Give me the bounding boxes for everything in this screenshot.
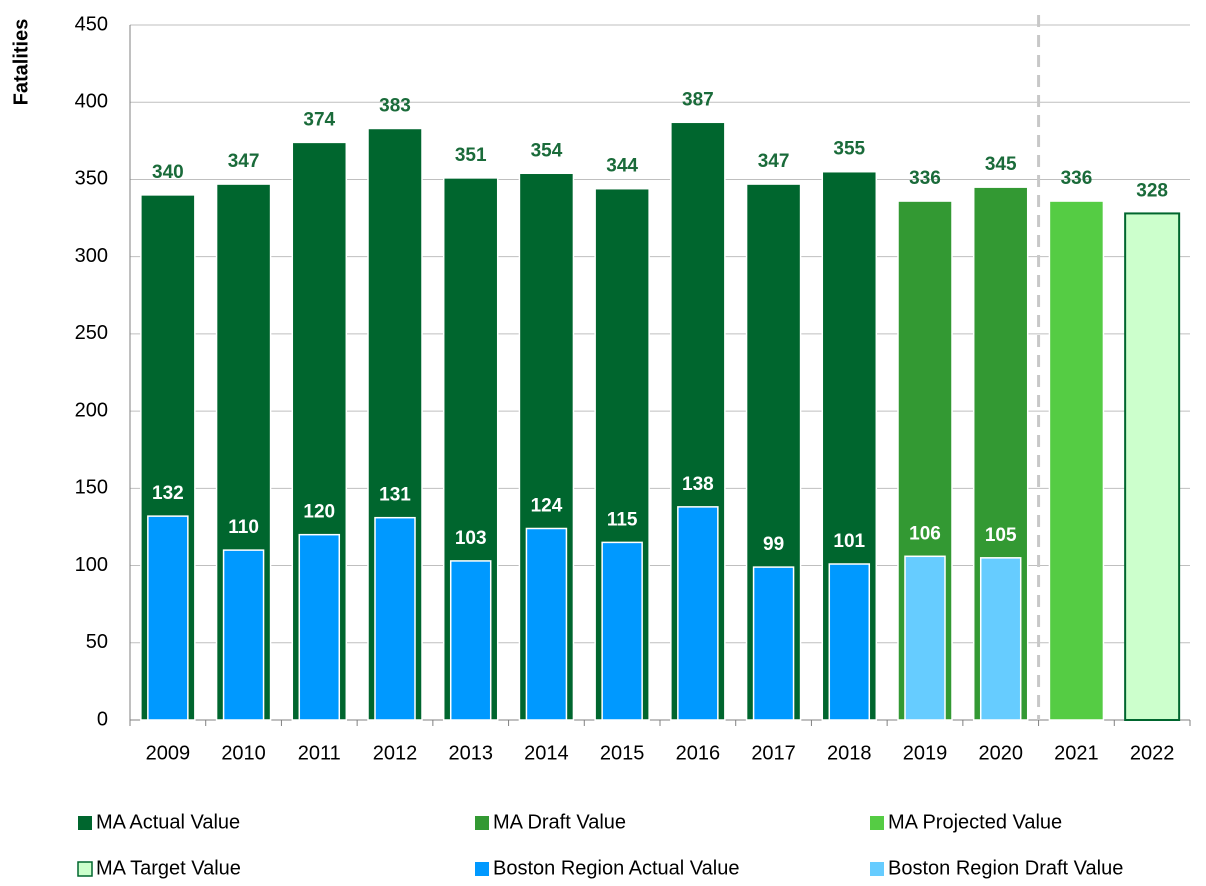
legend-marker xyxy=(78,816,92,830)
data-label: 344 xyxy=(606,156,638,177)
data-label: 354 xyxy=(531,140,563,161)
x-tick-label: 2020 xyxy=(978,742,1023,764)
x-tick-label: 2014 xyxy=(524,742,569,764)
bar xyxy=(828,563,871,721)
x-tick-label: 2018 xyxy=(827,742,872,764)
x-tick-label: 2021 xyxy=(1054,742,1099,764)
data-label: 110 xyxy=(228,517,259,538)
data-label: 351 xyxy=(455,145,487,166)
data-label: 105 xyxy=(985,525,1017,546)
x-tick-label: 2012 xyxy=(373,742,418,764)
data-label: 124 xyxy=(531,496,563,517)
legend-marker xyxy=(870,816,884,830)
bar xyxy=(601,541,643,721)
y-tick-label: 400 xyxy=(75,91,108,113)
legend-marker xyxy=(870,862,884,876)
data-label: 387 xyxy=(682,89,714,110)
y-tick-label: 250 xyxy=(75,322,108,344)
y-tick-label: 100 xyxy=(75,554,108,576)
data-label: 106 xyxy=(909,523,941,544)
bar xyxy=(904,555,946,721)
data-label: 336 xyxy=(909,168,941,189)
data-label: 347 xyxy=(228,151,260,172)
data-label: 345 xyxy=(985,154,1017,175)
data-label: 99 xyxy=(763,534,784,555)
data-label: 138 xyxy=(682,474,714,495)
y-tick-label: 0 xyxy=(97,708,108,730)
y-tick-label: 50 xyxy=(86,631,108,653)
x-tick-label: 2022 xyxy=(1130,742,1175,764)
data-label: 101 xyxy=(833,531,865,552)
bar xyxy=(525,527,568,721)
x-tick-label: 2009 xyxy=(146,742,191,764)
bar xyxy=(374,516,416,721)
bar xyxy=(449,560,492,721)
data-label: 132 xyxy=(152,483,184,504)
legend-label: Boston Region Actual Value xyxy=(493,857,739,879)
x-tick-label: 2016 xyxy=(676,742,721,764)
y-tick-label: 300 xyxy=(75,245,108,267)
data-label: 103 xyxy=(455,528,487,549)
data-label: 355 xyxy=(833,139,865,160)
data-label: 115 xyxy=(607,509,638,530)
x-tick-label: 2013 xyxy=(448,742,493,764)
bar xyxy=(1124,212,1181,722)
legend-label: MA Target Value xyxy=(96,857,241,879)
x-tick-label: 2017 xyxy=(751,742,796,764)
y-axis-label: Fatalities xyxy=(10,19,32,106)
y-tick-label: 200 xyxy=(75,399,108,421)
data-label: 374 xyxy=(303,109,335,130)
y-tick-label: 150 xyxy=(75,477,108,499)
x-tick-label: 2011 xyxy=(298,742,341,764)
legend-marker xyxy=(475,862,489,876)
bar xyxy=(752,566,795,721)
legend-label: MA Actual Value xyxy=(96,811,240,833)
legend-label: Boston Region Draft Value xyxy=(888,857,1123,879)
x-tick-label: 2019 xyxy=(903,742,948,764)
data-label: 328 xyxy=(1136,180,1168,201)
bar xyxy=(298,533,341,721)
bar xyxy=(147,515,189,721)
y-tick-label: 350 xyxy=(75,168,108,190)
data-label: 336 xyxy=(1061,168,1093,189)
legend-marker xyxy=(77,861,93,877)
data-label: 120 xyxy=(303,502,335,523)
data-label: 340 xyxy=(152,162,184,183)
data-label: 347 xyxy=(758,151,790,172)
y-tick-label: 450 xyxy=(75,13,108,35)
bar xyxy=(979,557,1022,721)
data-label: 131 xyxy=(379,485,411,506)
data-label: 383 xyxy=(379,95,411,116)
legend-label: MA Projected Value xyxy=(888,811,1062,833)
bar xyxy=(222,549,265,721)
x-tick-label: 2010 xyxy=(221,742,266,764)
x-tick-label: 2015 xyxy=(600,742,645,764)
bar xyxy=(677,506,719,721)
bar xyxy=(1048,200,1105,721)
legend-label: MA Draft Value xyxy=(493,811,626,833)
legend-marker xyxy=(475,816,489,830)
